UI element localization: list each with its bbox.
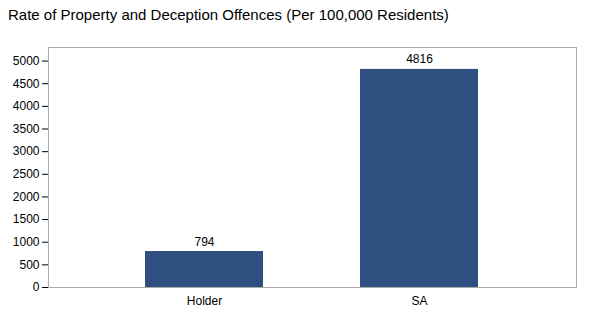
svg-text:SA: SA: [411, 294, 427, 308]
svg-text:794: 794: [194, 235, 214, 249]
svg-text:Holder: Holder: [187, 294, 222, 308]
html-text:Rate of Property and Deception: Rate of Property and Deception Offences …: [8, 6, 449, 23]
svg-text:4000: 4000: [13, 99, 40, 113]
svg-text:0: 0: [33, 280, 40, 294]
svg-text:500: 500: [19, 258, 39, 272]
svg-text:2000: 2000: [13, 190, 40, 204]
svg-text:1500: 1500: [13, 212, 40, 226]
svg-text:2500: 2500: [13, 167, 40, 181]
svg-text:3500: 3500: [13, 122, 40, 136]
svg-text:4816: 4816: [406, 52, 433, 66]
svg-text:5000: 5000: [13, 54, 40, 68]
svg-text:3000: 3000: [13, 144, 40, 158]
svg-text:1000: 1000: [13, 235, 40, 249]
svg-text:4500: 4500: [13, 77, 40, 91]
